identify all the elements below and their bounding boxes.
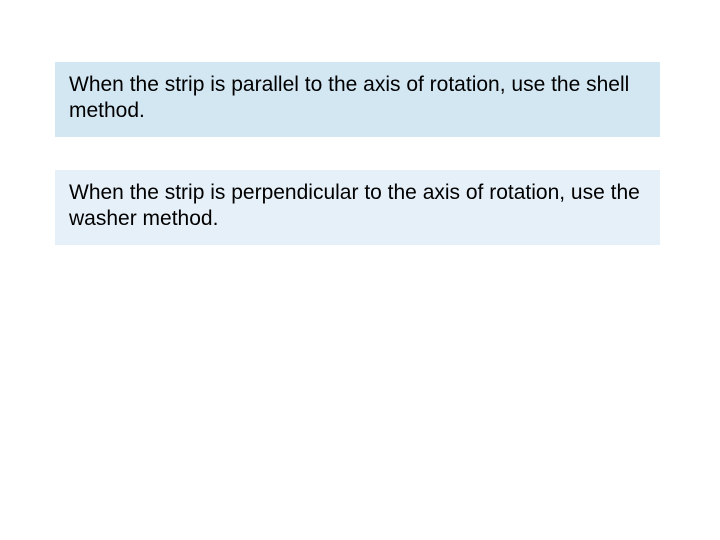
callout-box-washer-method: When the strip is perpendicular to the a… bbox=[55, 170, 660, 245]
callout-text: When the strip is parallel to the axis o… bbox=[69, 73, 629, 122]
callout-text: When the strip is perpendicular to the a… bbox=[69, 181, 640, 230]
callout-box-shell-method: When the strip is parallel to the axis o… bbox=[55, 62, 660, 137]
